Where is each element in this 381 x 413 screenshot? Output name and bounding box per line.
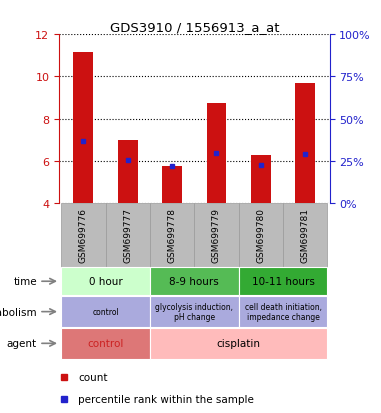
FancyBboxPatch shape (283, 204, 327, 267)
FancyBboxPatch shape (239, 268, 327, 295)
Text: GSM699781: GSM699781 (301, 208, 310, 263)
FancyBboxPatch shape (61, 297, 150, 327)
Bar (207, 104, 226, 204)
FancyBboxPatch shape (61, 204, 106, 267)
Text: cell death initiation,
impedance change: cell death initiation, impedance change (245, 302, 322, 322)
Bar (162, 167, 182, 204)
Text: control: control (92, 307, 119, 316)
Text: GSM699776: GSM699776 (79, 208, 88, 263)
FancyBboxPatch shape (150, 297, 239, 327)
Bar (118, 140, 138, 204)
FancyBboxPatch shape (61, 328, 150, 358)
Text: 8-9 hours: 8-9 hours (170, 277, 219, 287)
FancyBboxPatch shape (239, 297, 327, 327)
Text: 0 hour: 0 hour (89, 277, 123, 287)
Text: percentile rank within the sample: percentile rank within the sample (78, 394, 254, 404)
Title: GDS3910 / 1556913_a_at: GDS3910 / 1556913_a_at (110, 21, 279, 34)
Bar (251, 155, 271, 204)
Text: control: control (87, 339, 124, 349)
FancyBboxPatch shape (150, 204, 194, 267)
FancyBboxPatch shape (61, 268, 150, 295)
Text: time: time (13, 277, 37, 287)
Bar (74, 53, 93, 204)
FancyBboxPatch shape (194, 204, 239, 267)
Bar (295, 83, 315, 204)
Text: cisplatin: cisplatin (217, 339, 261, 349)
FancyBboxPatch shape (239, 204, 283, 267)
FancyBboxPatch shape (106, 204, 150, 267)
Text: GSM699779: GSM699779 (212, 208, 221, 263)
Text: GSM699778: GSM699778 (168, 208, 177, 263)
Text: GSM699777: GSM699777 (123, 208, 132, 263)
Text: metabolism: metabolism (0, 307, 37, 317)
Text: GSM699780: GSM699780 (256, 208, 265, 263)
Text: agent: agent (7, 339, 37, 349)
FancyBboxPatch shape (150, 328, 327, 358)
Text: glycolysis induction,
pH change: glycolysis induction, pH change (155, 302, 233, 322)
Text: count: count (78, 373, 107, 382)
Text: 10-11 hours: 10-11 hours (251, 277, 314, 287)
FancyBboxPatch shape (150, 268, 239, 295)
